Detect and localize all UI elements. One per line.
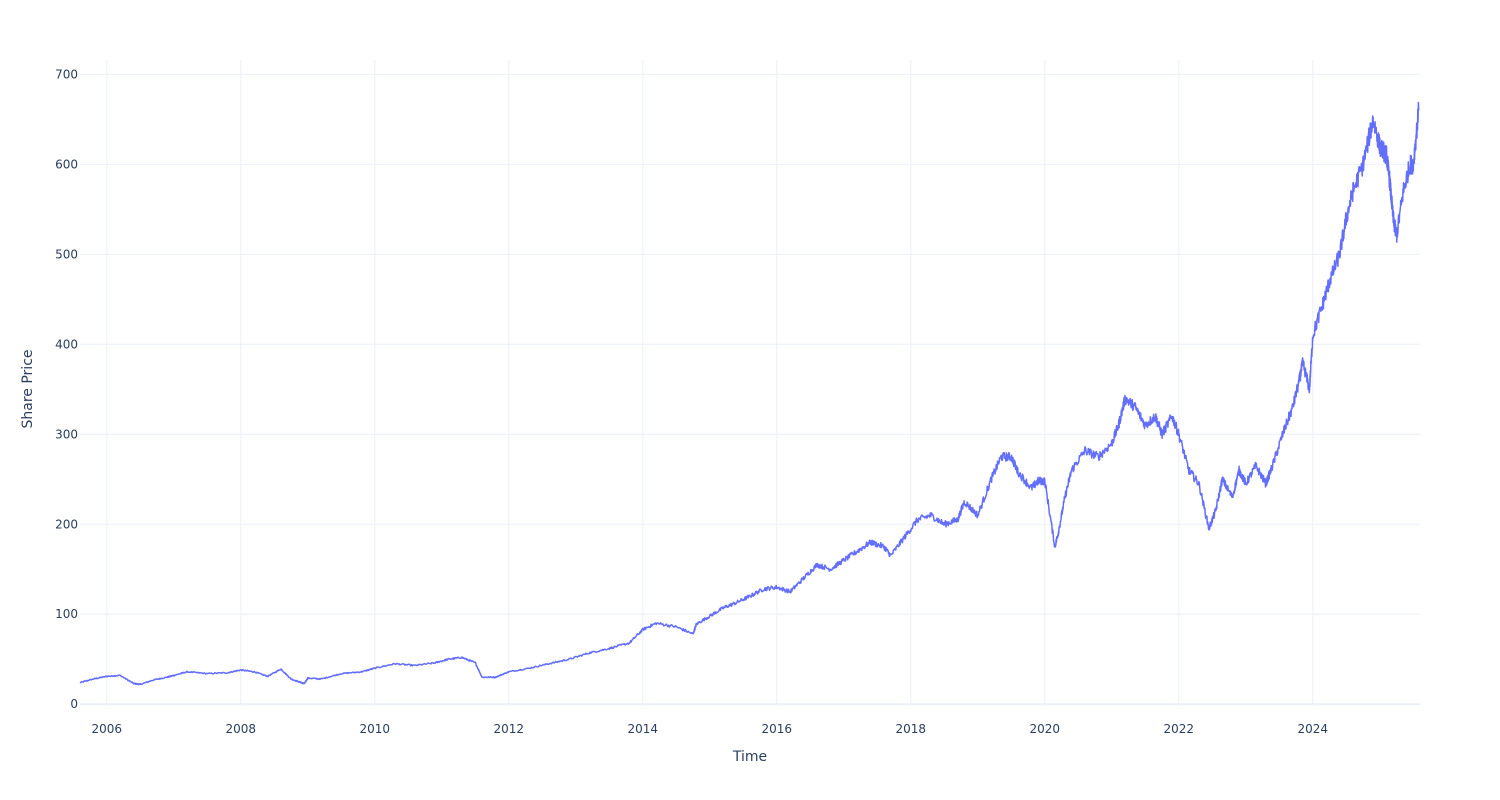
series-layer: [79, 101, 1420, 686]
y-tick-label: 700: [55, 67, 78, 81]
x-tick-label: 2022: [1164, 722, 1195, 736]
y-tick-label: 300: [55, 427, 78, 441]
y-tick-label: 500: [55, 247, 78, 261]
grid-layer: [80, 60, 1420, 706]
y-axis-title: Share Price: [20, 349, 36, 428]
x-tick-label: 2006: [92, 722, 123, 736]
y-tick-label: 400: [55, 337, 78, 351]
x-tick-label: 2020: [1030, 722, 1061, 736]
x-tick-label: 2012: [494, 722, 525, 736]
x-tick-label: 2024: [1298, 722, 1329, 736]
x-tick-label: 2008: [226, 722, 257, 736]
x-tick-label: 2016: [762, 722, 793, 736]
x-tick-label: 2010: [360, 722, 391, 736]
y-tick-label: 600: [55, 157, 78, 171]
y-tick-label: 200: [55, 517, 78, 531]
y-tick-label: 100: [55, 607, 78, 621]
series-line-0: [79, 101, 1420, 686]
x-tick-label: 2018: [896, 722, 927, 736]
y-tick-label: 0: [70, 697, 78, 711]
x-axis-title: Time: [732, 749, 767, 765]
x-tick-label: 2014: [628, 722, 659, 736]
tick-layer: 2006 2008 2010 2012 2014 2016 2018 2020 2022 2024…: [55, 67, 1328, 736]
